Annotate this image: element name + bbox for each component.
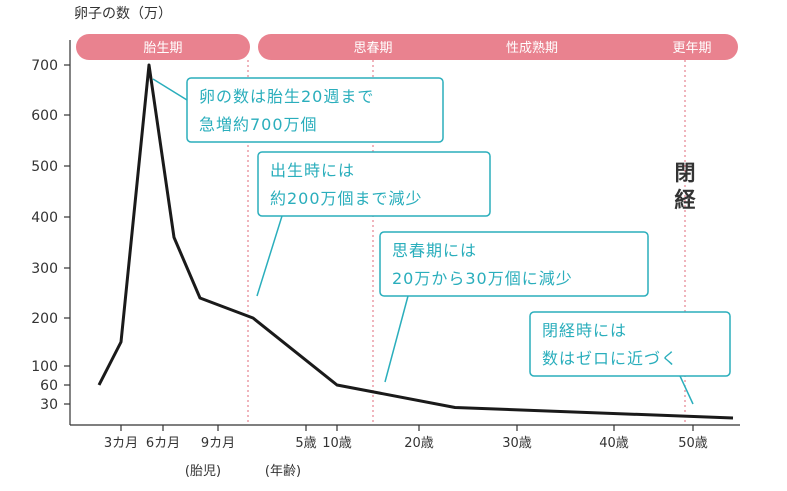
x-tick-label: 3カ月 xyxy=(104,436,138,451)
phase-label: 思春期 xyxy=(353,41,392,56)
x-sublabel-fetal: (胎児) xyxy=(185,464,221,479)
x-sublabel-age: (年齢) xyxy=(265,464,301,479)
annotation-box xyxy=(257,151,491,217)
annotation-box xyxy=(186,77,444,143)
annotation-3: 思春期には 20万から30万個に減少 xyxy=(379,231,649,383)
x-tick-label: 30歳 xyxy=(502,436,532,451)
y-axis-title: 卵子の数（万） xyxy=(74,6,172,22)
annotation-text: 20万から30万個に減少 xyxy=(392,269,573,288)
series-line xyxy=(97,63,734,420)
annotation-text: 急増約700万個 xyxy=(199,115,318,134)
annotation-text: 数はゼロに近づく xyxy=(542,349,678,368)
phase-band: 胎生期 思春期 性成熟期 更年期 xyxy=(76,34,738,60)
annotation-text: 閉経時には xyxy=(542,321,627,340)
menopause-char: 経 xyxy=(675,188,697,212)
annotation-pointer xyxy=(152,78,188,101)
menopause-label: 閉経 xyxy=(675,161,697,212)
annotation-text: 約200万個まで減少 xyxy=(270,189,423,208)
annotation-pointer xyxy=(384,295,409,383)
phase-segment-2 xyxy=(258,34,738,60)
x-tick-label: 10歳 xyxy=(322,436,352,451)
annotation-box xyxy=(529,311,731,377)
phase-label: 性成熟期 xyxy=(506,40,558,56)
annotation-pointer xyxy=(679,375,694,405)
annotation-text: 思春期には xyxy=(392,241,477,260)
y-tick-label: 600 xyxy=(31,108,58,124)
phase-segment-1 xyxy=(76,34,250,60)
x-tick-label: 6カ月 xyxy=(146,436,180,451)
x-tick-label: 40歳 xyxy=(599,436,629,451)
y-tick-label: 30 xyxy=(40,397,58,413)
y-tick-label: 300 xyxy=(31,261,58,277)
y-ticks: 700 600 500 400 300 200 100 60 30 xyxy=(31,58,70,413)
x-tick-label: 9カ月 xyxy=(201,436,235,451)
annotation-pointer xyxy=(256,215,283,297)
annotation-text: 卵の数は胎生20週まで xyxy=(199,87,374,106)
x-tick-label: 50歳 xyxy=(678,436,708,451)
y-tick-label: 60 xyxy=(40,378,58,394)
y-tick-label: 400 xyxy=(31,210,58,226)
x-tick-label: 5歳 xyxy=(295,436,316,451)
y-tick-label: 100 xyxy=(31,359,58,375)
phase-label: 胎生期 xyxy=(143,41,182,56)
x-tick-label: 20歳 xyxy=(404,436,434,451)
y-tick-label: 200 xyxy=(31,311,58,327)
phase-label: 更年期 xyxy=(672,41,711,56)
annotation-box xyxy=(379,231,649,297)
annotation-text: 出生時には xyxy=(270,161,355,180)
x-ticks: 3カ月 6カ月 9カ月 5歳 10歳 20歳 30歳 40歳 50歳 xyxy=(104,425,708,451)
y-tick-label: 700 xyxy=(31,58,58,74)
menopause-char: 閉 xyxy=(675,161,696,185)
y-tick-label: 500 xyxy=(31,159,58,175)
